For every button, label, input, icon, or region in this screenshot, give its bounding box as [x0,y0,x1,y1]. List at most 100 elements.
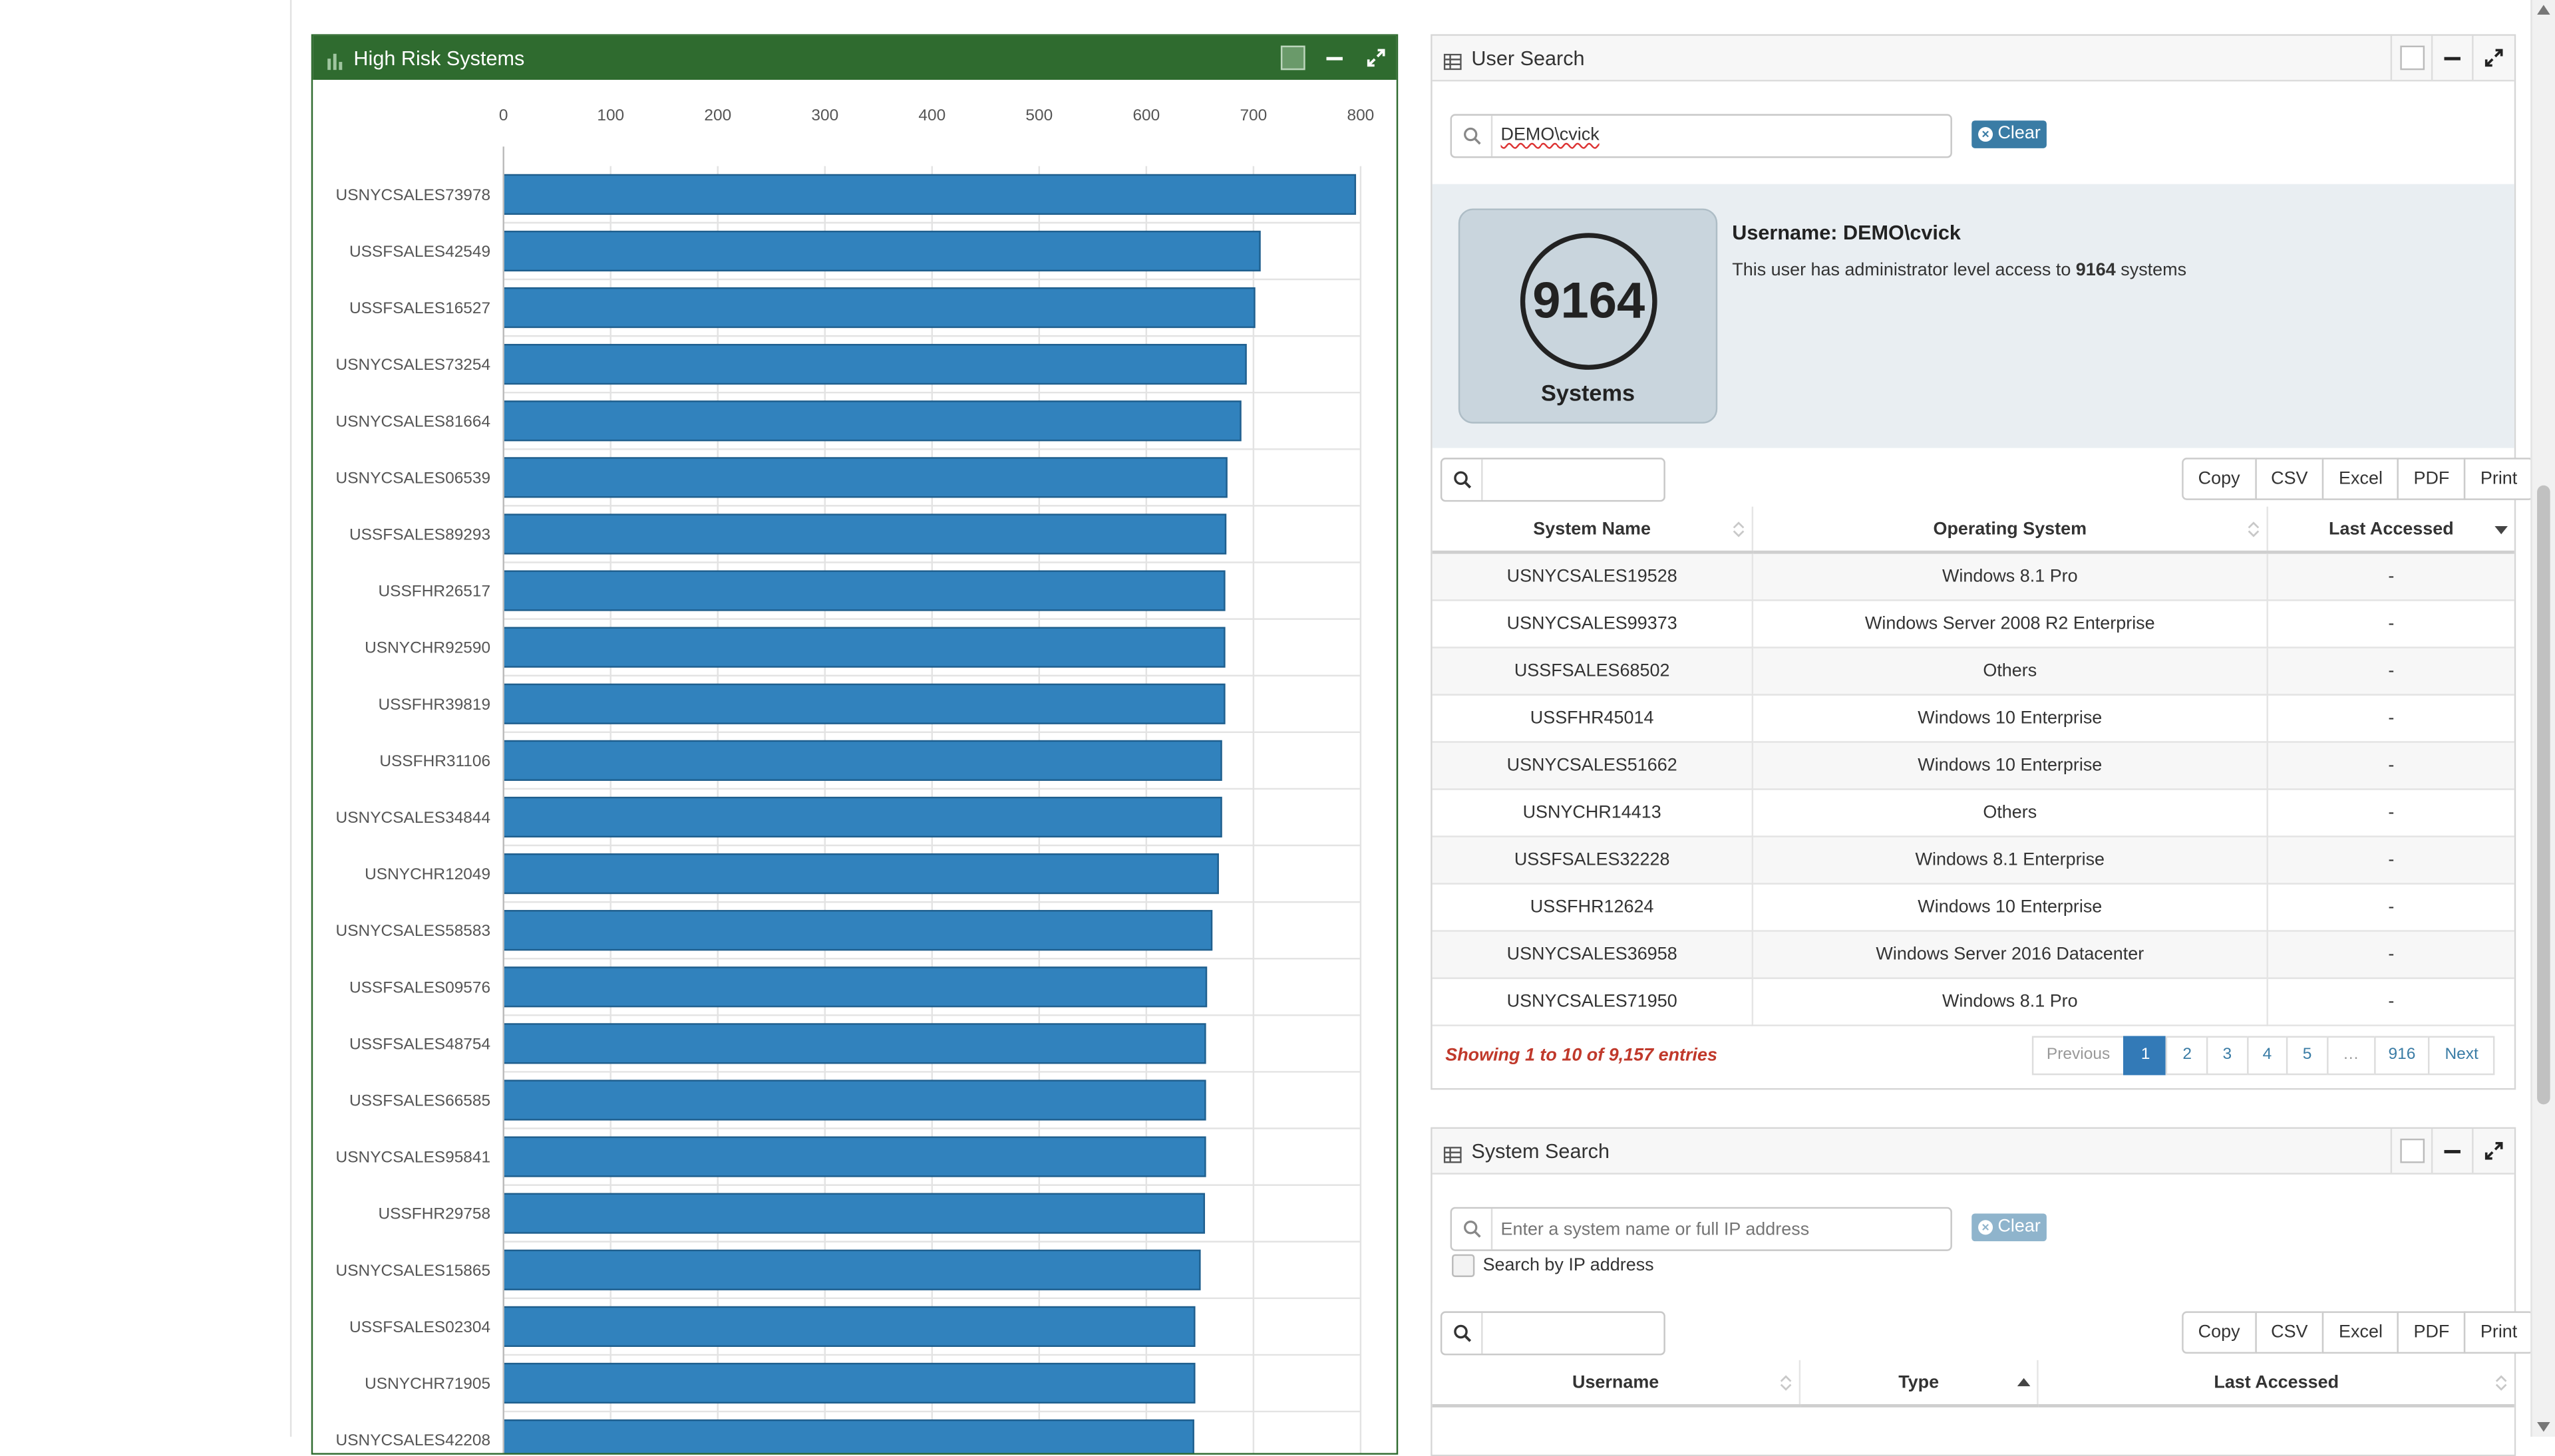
column-header-last-accessed[interactable]: Last Accessed [2267,506,2514,554]
table-filter-group[interactable] [1440,1311,1665,1356]
table-header-row: Username Type Last Accessed [1432,1360,2514,1407]
clear-label: Clear [1997,1217,2041,1237]
minimize-button[interactable] [2431,35,2472,80]
last-accessed-cell: - [2267,789,2514,837]
table-row[interactable]: USNYCSALES99373 Windows Server 2008 R2 En… [1432,600,2514,649]
copy-button[interactable]: Copy [2182,1311,2257,1354]
swatch-icon [2399,1138,2424,1163]
page-1[interactable]: 1 [2123,1036,2168,1076]
user-search-input-group[interactable]: DEMO\cvick [1450,114,1952,158]
table-row[interactable]: USNYCSALES51662 Windows 10 Enterprise - [1432,742,2514,790]
sort-icon [1780,1375,1792,1391]
page-4[interactable]: 4 [2246,1036,2288,1076]
category-label: USNYCHR71905 [365,1375,490,1393]
operating-system-cell: Windows 10 Enterprise [1752,883,2268,932]
table-info: Showing 1 to 10 of 9,157 entries [1445,1046,1717,1066]
scrollbar-thumb[interactable] [2537,485,2550,1105]
system-users-table: Username Type Last Accessed [1432,1360,2514,1407]
table-row[interactable]: USNYCHR14413 Others - [1432,789,2514,837]
x-tick-label: 300 [811,106,838,124]
pdf-button[interactable]: PDF [2397,1311,2466,1354]
page-2[interactable]: 2 [2166,1036,2208,1076]
category-label: USNYCSALES42208 [336,1431,491,1449]
expand-button[interactable] [2472,35,2512,80]
bar [502,570,1226,611]
system-name-cell: USNYCHR14413 [1432,789,1754,837]
page-5[interactable]: 5 [2286,1036,2328,1076]
system-name-cell: USSFHR12624 [1432,883,1754,932]
left-sidebar [0,0,292,1437]
column-header-system-name[interactable]: System Name [1432,506,1754,554]
minimize-button[interactable] [1315,36,1354,80]
bar [502,1023,1206,1064]
print-button[interactable]: Print [2464,458,2534,500]
system-name-cell: USSFSALES32228 [1432,836,1754,885]
system-search-input[interactable] [1497,1212,1944,1246]
page-next[interactable]: Next [2428,1036,2495,1076]
expand-button[interactable] [1356,36,1395,80]
page-previous[interactable]: Previous [2031,1036,2125,1076]
column-header-username[interactable]: Username [1432,1360,1801,1407]
user-search-input[interactable]: DEMO\cvick [1500,125,1600,145]
panel-header: System Search [1432,1129,2514,1175]
panel-title: System Search [1471,1140,1610,1163]
color-swatch-button[interactable] [1273,36,1312,80]
x-tick-label: 400 [918,106,945,124]
column-header-type[interactable]: Type [1799,1360,2039,1407]
scroll-up-icon[interactable] [2537,5,2550,15]
swatch-icon [1279,45,1305,71]
csv-button[interactable]: CSV [2254,1311,2325,1354]
system-search-input-group[interactable] [1450,1207,1952,1251]
column-header-last-accessed[interactable]: Last Accessed [2037,1360,2514,1407]
pagination: Previous 1 2 3 4 5 … 916 Next [2031,1036,2495,1076]
column-header-operating-system[interactable]: Operating System [1752,506,2268,554]
category-label: USSFSALES89293 [349,526,490,544]
page-3[interactable]: 3 [2206,1036,2248,1076]
bar [502,1080,1206,1121]
table-row[interactable]: USNYCSALES71950 Windows 8.1 Pro - [1432,978,2514,1026]
expand-icon [2484,49,2502,67]
table-filter-input[interactable] [1483,1313,1662,1354]
table-filter-input[interactable] [1483,460,1662,500]
page-scrollbar[interactable] [2530,0,2555,1437]
table-row[interactable]: USSFHR45014 Windows 10 Enterprise - [1432,694,2514,743]
category-label: USSFHR31106 [379,752,490,770]
table-row[interactable]: USSFHR12624 Windows 10 Enterprise - [1432,883,2514,932]
table-row[interactable]: USSFSALES32228 Windows 8.1 Enterprise - [1432,836,2514,885]
copy-button[interactable]: Copy [2182,458,2257,500]
color-swatch-button[interactable] [2390,1129,2431,1173]
category-label: USNYCHR12049 [365,865,490,883]
table-icon [1443,49,1462,78]
ip-checkbox-label: Search by IP address [1482,1256,1654,1276]
page-916[interactable]: 916 [2373,1036,2431,1076]
pdf-button[interactable]: PDF [2397,458,2466,500]
scroll-down-icon[interactable] [2537,1421,2550,1432]
expand-button[interactable] [2472,1129,2512,1173]
category-label: USNYCSALES73254 [336,356,491,374]
x-tick-label: 700 [1240,106,1267,124]
table-row[interactable]: USNYCSALES19528 Windows 8.1 Pro - [1432,552,2514,601]
category-label: USSFHR26517 [378,583,490,601]
access-count: 9164 [2075,260,2116,281]
color-swatch-button[interactable] [2390,35,2431,80]
count-circle: 9164 [1520,233,1657,370]
table-row[interactable]: USSFSALES68502 Others - [1432,647,2514,696]
bar [502,683,1226,724]
csv-button[interactable]: CSV [2254,458,2325,500]
export-buttons: Copy CSV Excel PDF Print [2182,1311,2534,1354]
last-accessed-cell: - [2267,836,2514,885]
minimize-icon [2444,56,2461,60]
export-buttons: Copy CSV Excel PDF Print [2182,458,2534,500]
category-label: USNYCSALES73978 [336,186,491,204]
excel-button[interactable]: Excel [2322,1311,2399,1354]
minimize-button[interactable] [2431,1129,2472,1173]
table-filter-group[interactable] [1440,458,1665,502]
last-accessed-cell: - [2267,600,2514,649]
excel-button[interactable]: Excel [2322,458,2399,500]
table-row[interactable]: USNYCSALES36958 Windows Server 2016 Datac… [1432,931,2514,979]
operating-system-cell: Windows 8.1 Pro [1752,552,2268,601]
ip-checkbox[interactable] [1452,1254,1475,1278]
clear-button[interactable]: × Clear [1971,1213,2047,1242]
print-button[interactable]: Print [2464,1311,2534,1354]
clear-button[interactable]: × Clear [1971,120,2047,148]
